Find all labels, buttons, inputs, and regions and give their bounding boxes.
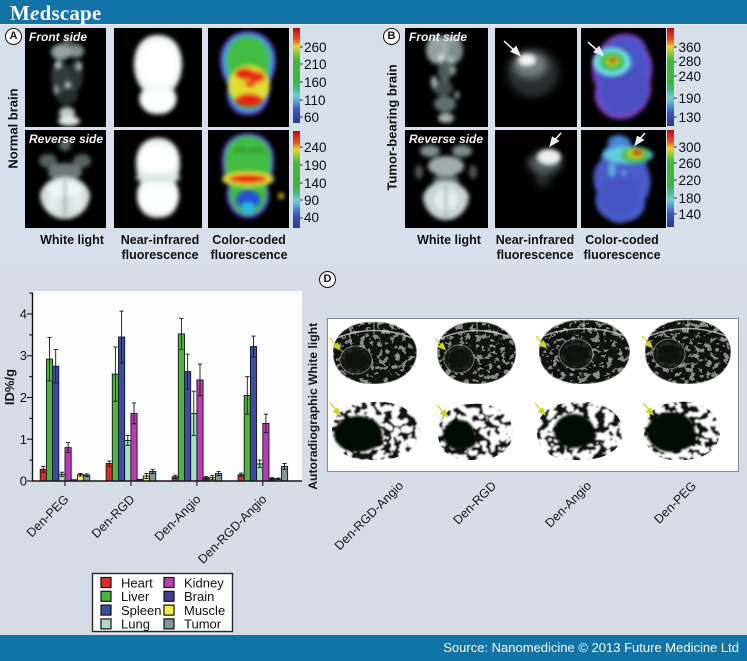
svg-text:Den-RGD: Den-RGD [89,492,138,541]
svg-text:Brain: Brain [184,589,214,604]
svg-text:3: 3 [20,348,27,363]
svg-text:4: 4 [20,307,27,322]
svg-text:Den-PEG: Den-PEG [24,492,72,540]
svg-text:Autoradiographic: Autoradiographic [306,388,320,490]
svg-text:2: 2 [20,390,27,405]
svg-text:1: 1 [20,432,27,447]
svg-text:Spleen: Spleen [121,603,161,618]
svg-text:Den-Angio: Den-Angio [542,479,594,531]
svg-text:0: 0 [20,474,27,489]
svg-text:Liver: Liver [121,589,150,604]
svg-text:Den-PEG: Den-PEG [651,479,699,527]
svg-text:White light: White light [306,323,320,385]
svg-text:Den-RGD-Angio: Den-RGD-Angio [195,492,269,566]
svg-text:Lung: Lung [121,617,150,632]
svg-text:Tumor: Tumor [184,617,222,632]
svg-text:Den-RGD-Angio: Den-RGD-Angio [332,479,406,553]
svg-text:Heart: Heart [121,575,153,590]
svg-text:Den-RGD: Den-RGD [450,479,499,528]
svg-text:Kidney: Kidney [184,575,224,590]
svg-text:ID%/g: ID%/g [2,369,17,405]
svg-text:Muscle: Muscle [184,603,225,618]
svg-text:Den-Angio: Den-Angio [152,492,204,544]
